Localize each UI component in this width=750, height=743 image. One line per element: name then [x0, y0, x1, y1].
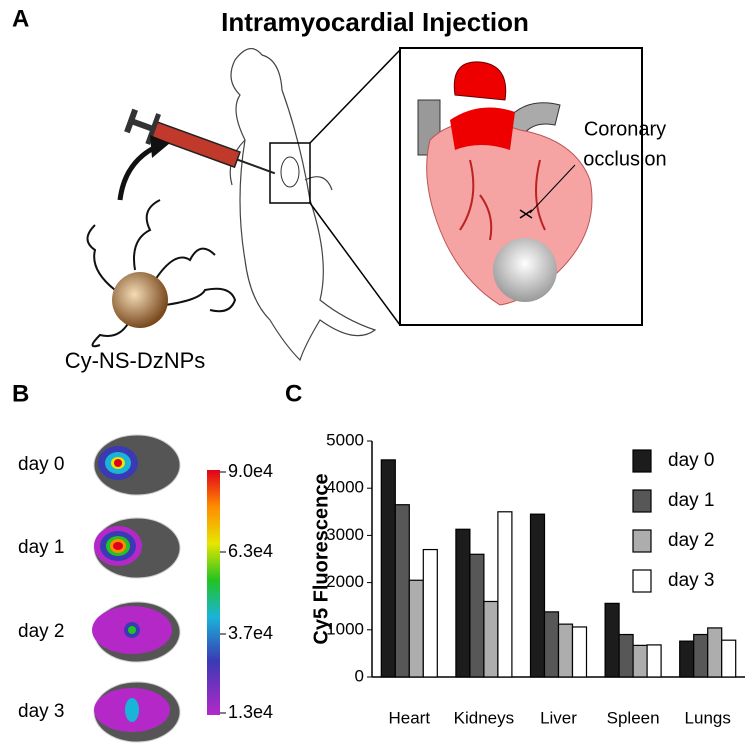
- colorbar-label: 9.0e4: [228, 461, 273, 481]
- heart-illustration: [417, 61, 593, 306]
- bar: [529, 513, 546, 678]
- bar: [497, 511, 513, 678]
- mouse-outline: [229, 48, 377, 362]
- panel-label: B: [12, 380, 29, 407]
- bar: [618, 633, 634, 678]
- bar: [604, 602, 620, 678]
- y-tick-label: 0: [355, 666, 364, 685]
- title: Intramyocardial Injection: [221, 7, 529, 37]
- bar: [543, 611, 560, 678]
- bar: [693, 633, 709, 678]
- bar: [557, 623, 574, 678]
- y-axis-label: Cy5 Fluorescence: [310, 473, 332, 644]
- legend-swatch: [632, 489, 652, 513]
- x-tick-label: Lungs: [685, 708, 731, 727]
- polymer-chains: [86, 199, 237, 348]
- nanoparticle: [112, 272, 168, 328]
- signal: [125, 698, 139, 722]
- bar: [632, 644, 648, 678]
- signal: [128, 626, 136, 634]
- legend-label: day 1: [668, 490, 714, 511]
- legend-label: day 2: [668, 530, 714, 551]
- day-label: day 3: [18, 701, 64, 722]
- bar: [380, 459, 396, 678]
- signal: [113, 542, 123, 550]
- bar: [483, 600, 499, 678]
- bar: [469, 553, 485, 678]
- x-tick-label: Heart: [389, 708, 431, 727]
- heart-icon: [280, 156, 300, 188]
- zoom-line: [309, 202, 401, 326]
- bar: [394, 504, 410, 678]
- legend-label: day 0: [668, 450, 714, 471]
- y-tick-label: 1000: [326, 619, 364, 638]
- y-tick-label: 2000: [326, 572, 364, 591]
- arrow-head: [150, 135, 170, 158]
- legend-swatch: [632, 529, 652, 553]
- bar: [721, 639, 737, 678]
- syringe: [124, 108, 276, 175]
- panel-label: A: [12, 5, 29, 32]
- bar: [422, 548, 438, 678]
- panel-label: C: [285, 380, 302, 407]
- bar: [646, 644, 662, 678]
- particle-label: Cy-NS-DzNPs: [65, 348, 206, 373]
- y-tick-label: 5000: [326, 430, 364, 449]
- day-label: day 1: [18, 537, 64, 558]
- annotation: occlusion: [583, 148, 666, 170]
- day-label: day 0: [18, 454, 64, 475]
- colorbar-label: 6.3e4: [228, 541, 273, 561]
- x-tick-label: Spleen: [607, 708, 660, 727]
- legend-swatch: [632, 569, 652, 593]
- annotation: Coronary: [584, 118, 666, 140]
- y-tick-label: 4000: [326, 478, 364, 497]
- organ-images: day 0 day 1 day 2 day 3: [18, 434, 181, 743]
- colorbar-label: 3.7e4: [228, 623, 273, 643]
- x-tick-label: Kidneys: [454, 708, 514, 727]
- zoom-line: [309, 49, 401, 144]
- y-tick-label: 3000: [326, 525, 364, 544]
- bar: [679, 640, 695, 678]
- colorbar: [207, 470, 220, 715]
- bar: [455, 528, 471, 678]
- legend-label: day 3: [668, 570, 714, 591]
- signal: [114, 459, 122, 467]
- zoom-box: [269, 142, 311, 204]
- colorbar-label: 1.3e4: [228, 702, 273, 722]
- bar: [571, 626, 588, 678]
- bar: [707, 627, 723, 678]
- bar: [408, 579, 424, 678]
- day-label: day 2: [18, 621, 64, 642]
- legend-swatch: [632, 449, 652, 473]
- x-tick-label: Liver: [540, 708, 577, 727]
